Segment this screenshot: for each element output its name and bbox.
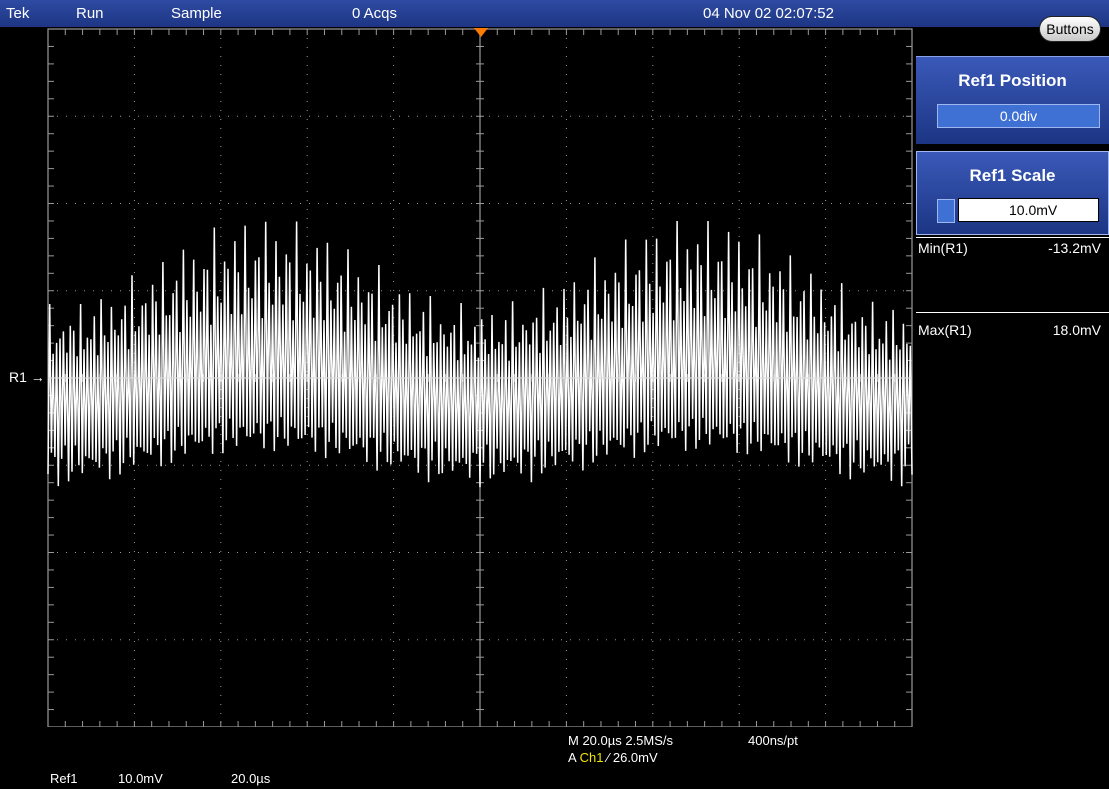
trigger-channel: Ch1: [579, 750, 604, 765]
buttons-button[interactable]: Buttons: [1039, 16, 1101, 42]
acquisition-mode: Sample: [171, 5, 222, 22]
ref1-scale-input[interactable]: 10.0mV: [958, 198, 1099, 222]
datetime: 04 Nov 02 02:07:52: [703, 5, 834, 22]
ref1-readout-name[interactable]: Ref1: [50, 771, 78, 786]
ref1-position-value[interactable]: 0.0div: [937, 104, 1100, 128]
divider: [916, 312, 1109, 313]
measurement-label: Max(R1): [918, 322, 972, 338]
ref1-scale-panel[interactable]: Ref1 Scale 10.0mV: [916, 151, 1109, 235]
run-state: Run: [76, 5, 104, 22]
ref1-readout-time[interactable]: 20.0µs: [231, 771, 271, 786]
timebase-readout[interactable]: M 20.0µs 2.5MS/s: [568, 733, 674, 748]
resolution-readout[interactable]: 400ns/pt: [748, 733, 798, 748]
ref1-position-panel[interactable]: Ref1 Position 0.0div: [916, 56, 1109, 144]
ref1-marker[interactable]: R1 →: [9, 369, 45, 385]
trigger-position-marker[interactable]: [474, 28, 488, 37]
status-bar: Tek Run Sample 0 Acqs 04 Nov 02 02:07:52: [0, 0, 1109, 27]
keypad-icon[interactable]: [937, 199, 955, 223]
measurement-value: 18.0mV: [1052, 322, 1101, 338]
ref1-marker-label: R1: [9, 369, 27, 385]
arrow-right-icon: →: [26, 369, 45, 385]
trigger-readout[interactable]: A Ch1 ⁄ 26.0mV: [568, 750, 658, 765]
measurement-value: -13.2mV: [1048, 240, 1101, 256]
ref1-scale-title: Ref1 Scale: [969, 166, 1056, 185]
trigger-source-prefix: A: [568, 750, 576, 765]
ref1-waveform-trace: [47, 220, 913, 488]
ref1-readout-scale[interactable]: 10.0mV: [118, 771, 163, 786]
brand-label: Tek: [6, 5, 30, 22]
waveform-display[interactable]: [0, 27, 916, 727]
divider: [916, 237, 1109, 238]
ref1-position-title: Ref1 Position: [958, 71, 1067, 90]
acquisition-count: 0 Acqs: [352, 5, 398, 22]
measurement-label: Min(R1): [918, 240, 968, 256]
trigger-slope-level: ⁄ 26.0mV: [607, 750, 658, 765]
